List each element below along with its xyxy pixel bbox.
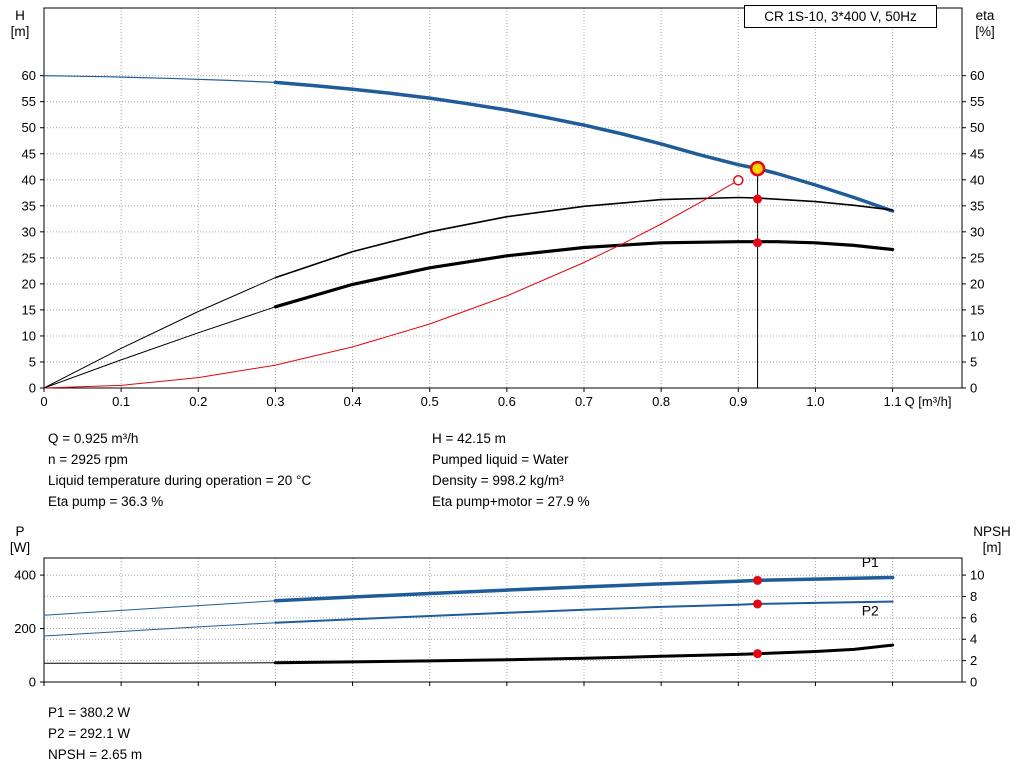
y-tick-label: 0: [970, 381, 977, 396]
axis-label: H: [15, 8, 25, 23]
eta-pump-motor-point: [753, 238, 763, 248]
y-tick-label: 40: [22, 172, 36, 187]
y-tick-label: 20: [22, 276, 36, 291]
p1-curve-label: P1: [862, 554, 879, 570]
y-tick-label: 35: [970, 198, 984, 213]
y-tick-label: 15: [970, 302, 984, 317]
axis-label: [W]: [10, 540, 30, 555]
result-line-p2: P2 = 292.1 W: [48, 726, 131, 741]
result-line-p1: P1 = 380.2 W: [48, 705, 131, 720]
y-tick-label: 60: [970, 68, 984, 83]
plot-border: [43, 557, 963, 683]
y-tick-label: 5: [29, 354, 36, 369]
qh-curve: [273, 80, 895, 213]
x-tick-label: 1.1: [884, 394, 902, 409]
p2-point: [753, 599, 763, 609]
system-curve: [43, 179, 739, 389]
axis-label: [m]: [11, 24, 30, 39]
axis-label: P: [15, 524, 24, 539]
axis-label: eta: [976, 8, 995, 23]
y-tick-label: 4: [970, 632, 977, 647]
result-line-q: Q = 0.925 m³/h: [48, 431, 139, 446]
qh-eta-chart[interactable]: 0 0.1 0.2 0.3 0.4 0.5 0.6 0.7 0.8 0.9 1.0 1.1 Q [m³/…: [0, 0, 1024, 420]
y-tick-label: 2: [970, 653, 977, 668]
result-line-head: H = 42.15 m: [432, 431, 506, 446]
y-tick-label: 10: [970, 568, 984, 583]
system-curve-end-point: [733, 175, 744, 186]
y-tick-label: 0: [29, 381, 36, 396]
duty-results-column-2: H = 42.15 m Pumped liquid = Water Densit…: [432, 428, 590, 512]
duty-point-results: Q = 0.925 m³/h n = 2925 rpm Liquid tempe…: [48, 428, 978, 516]
y-tick-label: 20: [970, 276, 984, 291]
eta-pump-curve-low-flow: [43, 277, 276, 389]
y-tick-label: 60: [22, 68, 36, 83]
power-npsh-chart[interactable]: 0 200 400 P[W] 0 2 4 6 8 10 NPSH[m] P1 P2: [0, 522, 1024, 697]
y-tick-label: 55: [22, 94, 36, 109]
x-tick-label: 0.3: [266, 394, 284, 409]
eta-pump-motor-curve-low-flow: [43, 306, 276, 389]
x-tick-label: 0.6: [498, 394, 516, 409]
y-tick-label: 0: [970, 675, 977, 690]
p2-curve-label: P2: [862, 603, 879, 619]
y-tick-label: 30: [970, 224, 984, 239]
y-tick-label: 8: [970, 589, 977, 604]
y-tick-label: 10: [22, 328, 36, 343]
y-tick-label: 15: [22, 302, 36, 317]
x-tick-label: 1.0: [806, 394, 824, 409]
y-tick-label: 25: [970, 250, 984, 265]
p1-curve-low-flow: [43, 600, 276, 616]
p1-point: [753, 575, 763, 585]
y-tick-label: 55: [970, 94, 984, 109]
y-tick-label: 45: [970, 146, 984, 161]
eta-pump-point: [753, 194, 763, 204]
axis-label: NPSH: [973, 524, 1011, 539]
axis-label: [%]: [975, 24, 995, 39]
plot-border: [43, 7, 963, 389]
x-tick-label: 0: [40, 394, 47, 409]
p2-curve-low-flow: [43, 622, 276, 637]
result-line-npsh: NPSH = 2.65 m: [48, 747, 143, 762]
y-tick-label: 40: [970, 172, 984, 187]
y-tick-label: 35: [22, 198, 36, 213]
result-line-eta-pump: Eta pump = 36.3 %: [48, 494, 164, 509]
y-tick-label: 200: [14, 621, 36, 636]
qh-curve-low-flow: [43, 75, 276, 83]
power-npsh-results: P1 = 380.2 W P2 = 292.1 W NPSH = 2.65 m: [48, 702, 142, 765]
y-tick-label: 30: [22, 224, 36, 239]
y-tick-label: 25: [22, 250, 36, 265]
p1-curve: [273, 575, 895, 603]
eta-pump-motor-curve: [273, 240, 895, 309]
y-tick-label: 50: [970, 120, 984, 135]
y-tick-label: 50: [22, 120, 36, 135]
x-axis-label: Q [m³/h]: [905, 394, 952, 409]
y-tick-label: 0: [29, 675, 36, 690]
result-line-speed: n = 2925 rpm: [48, 452, 128, 467]
x-tick-label: 0.4: [344, 394, 362, 409]
x-tick-label: 0.9: [729, 394, 747, 409]
y-tick-label: 400: [14, 568, 36, 583]
result-line-pumped-liquid: Pumped liquid = Water: [432, 452, 569, 467]
y-tick-label: 45: [22, 146, 36, 161]
npsh-curve: [273, 643, 895, 665]
pump-title-box: CR 1S-10, 3*400 V, 50Hz: [744, 5, 937, 28]
p2-curve: [274, 600, 894, 624]
result-line-eta-pump-motor: Eta pump+motor = 27.9 %: [432, 494, 590, 509]
x-tick-label: 0.1: [112, 394, 130, 409]
x-tick-label: 0.5: [421, 394, 439, 409]
x-tick-label: 0.7: [575, 394, 593, 409]
x-tick-label: 0.2: [189, 394, 207, 409]
npsh-point: [753, 649, 763, 659]
y-tick-label: 10: [970, 328, 984, 343]
eta-pump-curve: [274, 196, 894, 279]
y-tick-label: 5: [970, 354, 977, 369]
result-line-liquid-temp: Liquid temperature during operation = 20…: [48, 473, 312, 488]
y-tick-label: 6: [970, 610, 977, 625]
result-line-density: Density = 998.2 kg/m³: [432, 473, 564, 488]
x-tick-label: 0.8: [652, 394, 670, 409]
duty-results-column-1: Q = 0.925 m³/h n = 2925 rpm Liquid tempe…: [48, 428, 311, 512]
axis-label: [m]: [983, 540, 1002, 555]
duty-point[interactable]: [749, 160, 766, 177]
npsh-curve-low-flow: [43, 662, 276, 664]
